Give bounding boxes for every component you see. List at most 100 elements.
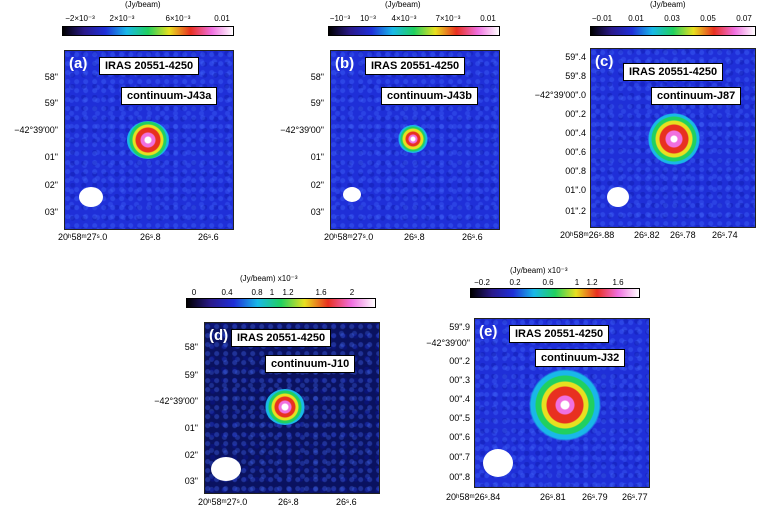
dec-tick: 03"	[310, 207, 324, 217]
panel-label: (a)	[69, 55, 88, 72]
colorbar-title: (Jy/beam)	[385, 0, 421, 9]
colorbar	[470, 288, 640, 298]
colorbar-tick: 7×10⁻³	[435, 14, 461, 23]
ra-tick: 26ˢ.6	[198, 232, 219, 242]
dec-tick: 00".5	[449, 413, 470, 423]
dec-tick: −42°39′00"	[426, 338, 470, 348]
ra-tick: 26ˢ.8	[278, 497, 299, 507]
dec-tick: 59"	[310, 98, 324, 108]
beam-ellipse	[79, 187, 103, 207]
colorbar-tick: 0.07	[736, 14, 752, 23]
colorbar-tick: 0.2	[509, 278, 521, 287]
dec-tick: 03"	[44, 207, 58, 217]
beam-ellipse	[607, 187, 629, 207]
dec-tick: −42°39′00".0	[534, 90, 586, 100]
dec-tick: 59"	[184, 370, 198, 380]
dec-tick: −42°39′00"	[154, 396, 198, 406]
colorbar-tick: −2×10⁻³	[65, 14, 95, 23]
ra-tick: 26ˢ.78	[670, 230, 696, 240]
colorbar	[186, 298, 376, 308]
source-name-label: IRAS 20551-4250	[365, 57, 466, 75]
band-label: continuum-J87	[651, 87, 742, 105]
colorbar-tick: 2×10⁻³	[109, 14, 135, 23]
colorbar-tick: 6×10⁻³	[165, 14, 191, 23]
dec-tick: 02"	[44, 180, 58, 190]
dec-tick: 02"	[184, 450, 198, 460]
emission-source	[527, 369, 603, 441]
colorbar-tick: 0.8	[251, 288, 263, 297]
emission-source	[647, 113, 701, 165]
colorbar-tick: 10⁻³	[360, 14, 376, 23]
source-name-label: IRAS 20551-4250	[509, 325, 610, 343]
colorbar-tick: 0.01	[628, 14, 644, 23]
colorbar	[62, 26, 234, 36]
dec-tick: 03"	[184, 476, 198, 486]
colorbar-tick: 0.05	[700, 14, 716, 23]
dec-tick: 00".3	[449, 375, 470, 385]
continuum-map: (c) IRAS 20551-4250 continuum-J87	[590, 48, 756, 228]
continuum-map: (e) IRAS 20551-4250 continuum-J32	[474, 318, 650, 488]
dec-tick: 00".2	[565, 109, 586, 119]
dec-tick: −42°39′00"	[280, 125, 324, 135]
colorbar-tick: 1	[574, 278, 580, 287]
panel-label: (c)	[595, 53, 614, 70]
colorbar-tick: −10⁻³	[329, 14, 351, 23]
colorbar-tick: 2	[349, 288, 355, 297]
dec-tick: 00".4	[565, 128, 586, 138]
dec-tick: 58"	[44, 72, 58, 82]
dec-tick: 01"	[44, 152, 58, 162]
dec-tick: 59".4	[565, 52, 586, 62]
ra-tick: 26ˢ.79	[582, 492, 608, 502]
ra-tick: 26ˢ.6	[462, 232, 483, 242]
source-name-label: IRAS 20551-4250	[623, 63, 724, 81]
ra-tick: 20ʰ58ᵐ27ˢ.0	[58, 232, 108, 242]
colorbar-title: (Jy/beam) x10⁻³	[510, 266, 568, 275]
dec-tick: 59"	[44, 98, 58, 108]
dec-tick: 59".9	[449, 322, 470, 332]
dec-tick: 59".8	[565, 71, 586, 81]
dec-tick: 00".8	[449, 472, 470, 482]
colorbar-tick: 1	[269, 288, 275, 297]
dec-tick: 00".8	[565, 166, 586, 176]
dec-tick: 58"	[310, 72, 324, 82]
ra-tick: 20ʰ58ᵐ27ˢ.0	[324, 232, 374, 242]
colorbar-tick: −0.2	[474, 278, 490, 287]
colorbar-tick: 1.6	[612, 278, 624, 287]
panel-label: (d)	[209, 327, 229, 344]
band-label: continuum-J43b	[381, 87, 478, 105]
dec-tick: 01".2	[565, 206, 586, 216]
beam-ellipse	[211, 457, 241, 481]
colorbar-tick: 1.6	[315, 288, 327, 297]
dec-tick: 00".6	[565, 147, 586, 157]
dec-tick: 02"	[310, 180, 324, 190]
colorbar-tick: 4×10⁻³	[391, 14, 417, 23]
source-name-label: IRAS 20551-4250	[99, 57, 200, 75]
colorbar-tick: 0.4	[221, 288, 233, 297]
ra-tick: 26ˢ.6	[336, 497, 357, 507]
colorbar	[590, 26, 756, 36]
band-label: continuum-J10	[265, 355, 356, 373]
continuum-map: (b) IRAS 20551-4250 continuum-J43b	[330, 50, 500, 230]
dec-tick: 00".6	[449, 432, 470, 442]
dec-tick: 01"	[184, 423, 198, 433]
dec-tick: 00".2	[449, 356, 470, 366]
colorbar-tick: 0	[191, 288, 197, 297]
colorbar-title: (Jy/beam)	[125, 0, 161, 9]
dec-tick: 01"	[310, 152, 324, 162]
ra-tick: 26ˢ.81	[540, 492, 566, 502]
beam-ellipse	[483, 449, 513, 477]
panel-label: (b)	[335, 55, 355, 72]
beam-ellipse	[343, 187, 361, 202]
ra-tick: 26ˢ.8	[404, 232, 425, 242]
ra-tick: 26ˢ.74	[712, 230, 738, 240]
colorbar-tick: 0.6	[542, 278, 554, 287]
colorbar-tick: 0.01	[214, 14, 230, 23]
colorbar	[328, 26, 500, 36]
dec-tick: 58"	[184, 342, 198, 352]
continuum-map: (d) IRAS 20551-4250 continuum-J10	[204, 322, 380, 494]
colorbar-title: (Jy/beam) x10⁻³	[240, 274, 298, 283]
ra-tick: 26ˢ.8	[140, 232, 161, 242]
panel-label: (e)	[479, 323, 498, 340]
continuum-map: (a) IRAS 20551-4250 continuum-J43a	[64, 50, 234, 230]
emission-source	[127, 121, 169, 159]
